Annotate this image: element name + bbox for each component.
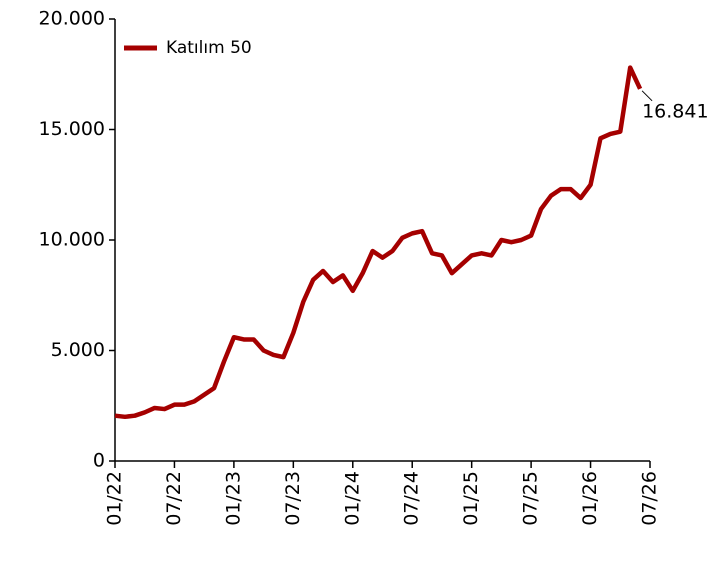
y-tick-label: 0 — [93, 450, 105, 472]
x-tick-label: 07/23 — [282, 471, 304, 526]
legend-label: Katılım 50 — [166, 38, 252, 58]
y-tick-label: 5.000 — [51, 339, 105, 361]
y-tick-label: 10.000 — [39, 229, 105, 251]
x-tick-label: 01/24 — [341, 471, 363, 526]
label-leader — [641, 90, 653, 102]
y-tick-label: 20.000 — [39, 8, 105, 30]
y-tick-label: 15.000 — [39, 118, 105, 140]
series-line — [114, 65, 643, 420]
x-tick-label: 01/22 — [104, 471, 126, 526]
x-tick-label: 07/24 — [401, 471, 423, 526]
x-tick-label: 07/26 — [639, 471, 661, 526]
x-tick-label: 07/25 — [520, 471, 542, 526]
x-tick-label: 01/25 — [460, 471, 482, 526]
x-tick-label: 01/23 — [222, 471, 244, 526]
x-tick-label: 01/26 — [579, 471, 601, 526]
x-tick-label: 07/22 — [163, 471, 185, 526]
data-label: 16.841 — [642, 100, 708, 122]
